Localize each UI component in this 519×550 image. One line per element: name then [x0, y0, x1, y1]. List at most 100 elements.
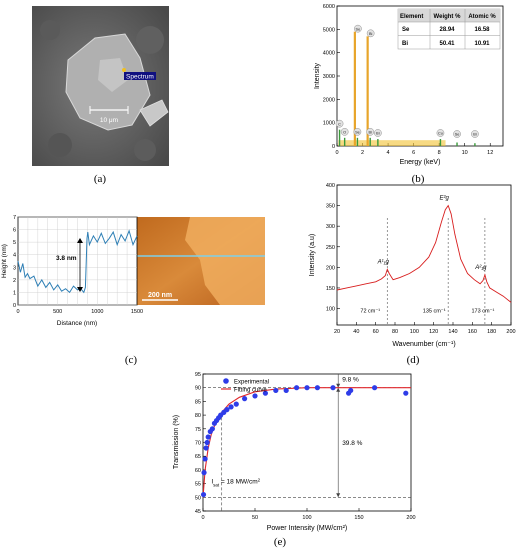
eds-y-tick-label: 5000: [323, 27, 335, 33]
eds-y-tick-label: 3000: [323, 74, 335, 80]
data-point: [205, 434, 211, 440]
eds-table: Element Weight % Atomic % Se 28.94 16.58…: [397, 8, 501, 50]
data-point: [273, 387, 279, 394]
transmission-y-tick-label: 65: [195, 454, 201, 460]
eds-peak-marker: [436, 129, 445, 137]
sem-flake-highlight: [98, 58, 128, 92]
transmission-y-axis-label: Transmission (%): [173, 415, 180, 469]
data-point: [200, 491, 207, 498]
afm-x-tick-label: 1000: [91, 309, 103, 315]
legend-marker-experimental: [223, 378, 229, 384]
eds-peak: [366, 36, 369, 147]
transmission-y-tick-label: 75: [195, 427, 201, 433]
eds-peak: [369, 137, 371, 146]
eds-peak-label: Bi: [473, 133, 477, 137]
isat-annotation: Isat = 18 MW/cm2: [211, 477, 260, 487]
raman-x-axis-label: Wavenumber (cm⁻¹): [392, 341, 455, 348]
transmission-x-tick-label: 100: [302, 515, 311, 521]
transmission-plot-frame: [202, 373, 412, 512]
step-arrow-head: [77, 238, 83, 243]
data-point: [204, 439, 210, 446]
raman-x-tick-label: 180: [487, 329, 496, 335]
panel-e: 45 50 55 60 65 70 75 80 85 90 95 0 50 100 150 200 Expe…: [173, 372, 416, 548]
scalebar-a-label: 10 μm: [100, 117, 118, 124]
afm-y-tick-label: 2: [13, 278, 16, 284]
eds-peak: [456, 142, 458, 146]
data-point: [294, 385, 300, 391]
eds-x-tick-label: 8: [438, 150, 441, 156]
eds-peak: [474, 143, 476, 146]
eds-peak: [343, 137, 346, 146]
data-point: [304, 385, 310, 391]
eds-y-tick-label: 0: [332, 144, 335, 150]
eds-peak-marker: [366, 29, 375, 38]
sem-grain: [134, 139, 156, 161]
delta-arrow-head: [336, 383, 341, 388]
afm-y-tick-label: 4: [13, 253, 16, 259]
transmission-x-tick-label: 0: [201, 515, 204, 521]
data-point: [314, 385, 320, 391]
eds-table-header: Weight %: [434, 14, 462, 20]
transmission-x-axis-label: Power Intensity (MW/cm²): [267, 525, 348, 532]
spectrum-tag-bg: [124, 72, 156, 80]
raman-mode-label: A²₁g: [474, 265, 487, 271]
afm-y-tick-label: 5: [13, 240, 16, 246]
eds-peak-label: Se: [355, 130, 360, 134]
eds-peak-label: Se: [356, 27, 361, 31]
afm-x-tick-label: 500: [53, 309, 62, 315]
transmission-y-tick-label: 85: [195, 399, 201, 405]
eds-peak: [439, 139, 442, 146]
eds-peak: [377, 139, 379, 146]
raman-y-tick-label: 150: [326, 286, 335, 292]
eds-x-tick-label: 10: [462, 150, 468, 156]
eds-peak-marker: [353, 128, 362, 136]
step-height-label: 3.8 nm: [56, 255, 77, 262]
eds-peak-marker: [471, 130, 479, 138]
afm-y-tick-label: 6: [13, 228, 16, 234]
eds-y-axis-label: Intensity: [314, 62, 321, 89]
eds-peak-label: Bi: [369, 32, 373, 36]
legend-label-fit: Fitting curve: [234, 388, 267, 394]
delta-top-label: 9.8 %: [342, 376, 359, 383]
data-point: [228, 404, 234, 410]
raman-x-tick-label: 20: [334, 329, 340, 335]
panel-b: 0 1000 2000 3000 4000 5000 6000 0 2 4 6 8 10 12 Se Bi…: [314, 4, 504, 185]
panel-d: 100 150 200 250 300 350 400 20 40 60 80 100 120 140 1…: [309, 183, 516, 366]
transmission-y-tick-label: 45: [195, 509, 201, 515]
eds-y-tick-label: 1000: [323, 121, 335, 127]
delta-bottom-label: 39.8 %: [342, 440, 362, 447]
afm-y-tick-label: 7: [13, 215, 16, 221]
data-point: [233, 401, 239, 407]
panel-a: Spectrum 10 μm (a): [32, 6, 169, 185]
delta-arrow-head: [336, 387, 341, 392]
raman-x-tick-label: 40: [353, 329, 359, 335]
eds-x-tick-label: 2: [361, 150, 364, 156]
afm-x-tick-label: 1500: [131, 309, 143, 315]
eds-table-cell: 28.94: [439, 27, 455, 33]
legend: Experimental Fitting curve: [221, 378, 269, 394]
data-point: [242, 396, 248, 402]
raman-x-tick-label: 120: [429, 329, 438, 335]
sem-grain: [136, 26, 164, 54]
raman-mode-label: A¹₁g: [377, 259, 390, 265]
data-point: [283, 387, 289, 394]
eds-peak-label: Cu: [438, 132, 443, 136]
eds-peak-marker: [374, 129, 382, 137]
spectrum-marker: [122, 68, 126, 72]
eds-y-tick-label: 6000: [323, 4, 335, 10]
data-point: [330, 385, 336, 391]
eds-x-tick-label: 12: [487, 150, 493, 156]
raman-x-tick-label: 100: [410, 329, 419, 335]
panel-label-e: (e): [274, 536, 287, 548]
eds-peak-marker: [354, 24, 362, 33]
step-arrow-head: [77, 287, 83, 292]
eds-table-cell: 16.58: [474, 27, 490, 33]
transmission-y-tick-label: 80: [195, 413, 201, 419]
panel-label-b: (b): [412, 173, 425, 185]
raman-mode-label: E²g: [439, 196, 449, 202]
eds-peak-marker: [366, 128, 375, 136]
eds-table-cell: 10.91: [474, 41, 490, 47]
data-point: [403, 390, 409, 396]
transmission-y-tick-label: 60: [195, 468, 201, 474]
sem-flake-small: [139, 99, 169, 127]
